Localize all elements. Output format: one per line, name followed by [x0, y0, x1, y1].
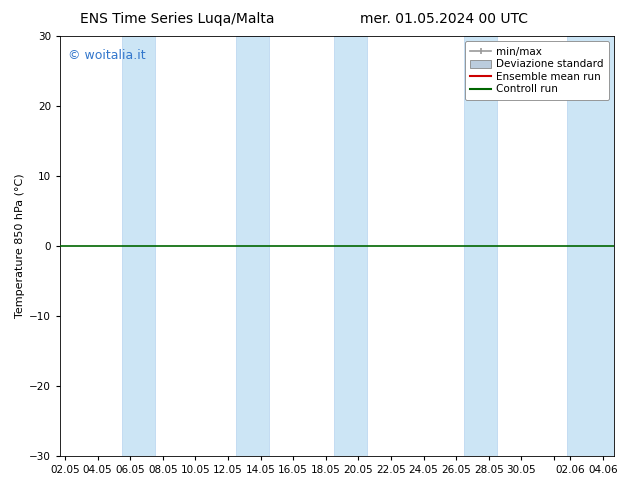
Bar — [567, 36, 614, 456]
Text: ENS Time Series Luqa/Malta: ENS Time Series Luqa/Malta — [81, 12, 275, 26]
Y-axis label: Temperature 850 hPa (°C): Temperature 850 hPa (°C) — [15, 174, 25, 318]
Bar — [334, 36, 366, 456]
Bar — [464, 36, 497, 456]
Text: mer. 01.05.2024 00 UTC: mer. 01.05.2024 00 UTC — [360, 12, 527, 26]
Bar — [236, 36, 269, 456]
Text: © woitalia.it: © woitalia.it — [68, 49, 146, 62]
Bar — [122, 36, 155, 456]
Legend: min/max, Deviazione standard, Ensemble mean run, Controll run: min/max, Deviazione standard, Ensemble m… — [465, 41, 609, 99]
